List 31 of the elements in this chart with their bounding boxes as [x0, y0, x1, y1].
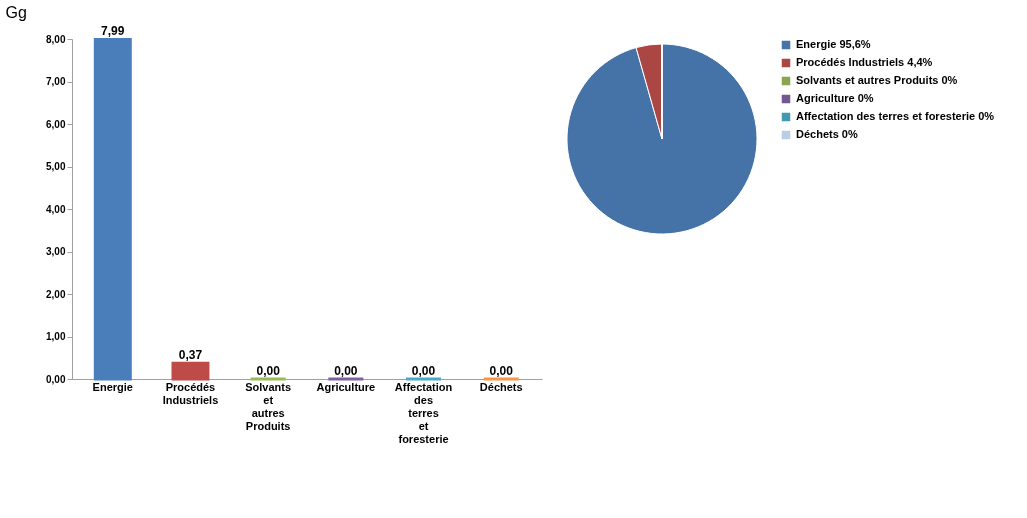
data-label: 0,00	[256, 364, 281, 378]
y-tick-label: 8,00	[46, 33, 66, 45]
y-tick-label: 2,00	[46, 288, 66, 300]
x-tick-label: Solvants et autres Produits	[245, 380, 292, 432]
data-label: 0,00	[489, 364, 514, 378]
x-tick-label: Energie	[92, 380, 133, 393]
pie-slice	[566, 43, 758, 235]
y-tick-label: 0,00	[46, 373, 66, 385]
data-label: 0,37	[178, 348, 203, 363]
legend-label: Affectation des terres et foresterie 0%	[796, 110, 995, 122]
y-tick-label: 4,00	[46, 203, 66, 215]
data-label: 7,99	[101, 24, 125, 39]
y-tick-label: 1,00	[46, 331, 66, 342]
bar	[93, 37, 132, 381]
legend-label: Déchets 0%	[796, 128, 858, 140]
x-tick-label: Déchets	[479, 380, 523, 393]
y-tick-label: 7,00	[46, 76, 66, 87]
legend-label: Agriculture 0%	[796, 92, 874, 104]
legend-label: Energie 95,6%	[796, 38, 871, 50]
legend-label: Solvants et autres Produits 0%	[796, 74, 958, 86]
bar	[171, 361, 210, 381]
y-tick-label: 6,00	[46, 118, 66, 130]
x-tick-label: Affectation des terres et foresterie	[394, 380, 453, 445]
x-tick-label: Agriculture	[316, 380, 376, 393]
data-label: 0,00	[334, 364, 358, 378]
data-label: 0,00	[411, 364, 436, 378]
legend-label: Procédés Industriels 4,4%	[796, 56, 933, 68]
y-tick-label: 5,00	[46, 161, 66, 172]
y-tick-label: 3,00	[46, 246, 66, 257]
y-axis-title: Gg	[5, 4, 27, 22]
x-tick-label: Procédés Industriels	[162, 380, 219, 406]
